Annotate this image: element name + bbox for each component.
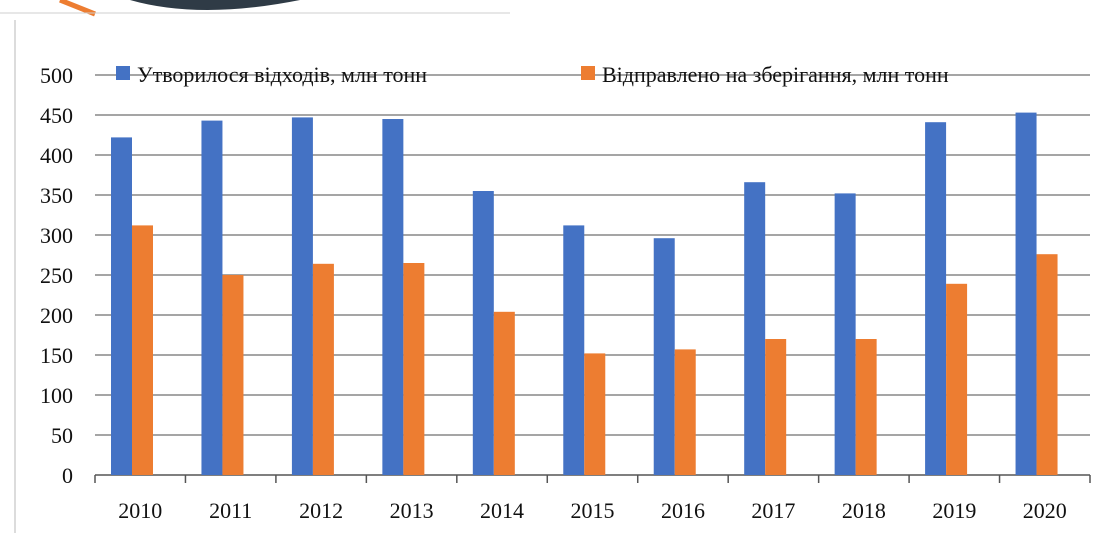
- y-tick-label: 200: [40, 303, 73, 328]
- bar-series-1-2017: [744, 182, 766, 475]
- bar-series-2-2012: [312, 263, 334, 475]
- legend: Утворилося відходів, млн тонн Відправлен…: [116, 62, 949, 87]
- x-tick-label: 2014: [480, 498, 524, 523]
- bar-series-2-2017: [765, 339, 787, 475]
- bar-series-2-2019: [946, 283, 968, 475]
- bar-series-2-2014: [493, 311, 515, 475]
- dark-arc-shape: [130, 0, 300, 10]
- y-tick-label: 400: [40, 143, 73, 168]
- x-tick-label: 2020: [1023, 498, 1067, 523]
- y-tick-label: 50: [51, 423, 73, 448]
- bar-series-2-2011: [222, 275, 244, 475]
- y-tick-label: 150: [40, 343, 73, 368]
- y-tick-label: 300: [40, 223, 73, 248]
- legend-label-series-1: Утворилося відходів, млн тонн: [137, 62, 427, 87]
- bar-series-1-2020: [1015, 112, 1037, 475]
- legend-swatch-series-2: [581, 66, 595, 80]
- bar-series-1-2011: [201, 120, 223, 475]
- y-tick-label: 0: [62, 463, 73, 488]
- y-tick-labels: 0 50 100 150 200 250 300 350 400 450 500: [40, 63, 73, 488]
- top-decoration: [0, 0, 510, 17]
- y-tick-label: 250: [40, 263, 73, 288]
- orange-swoosh-shape: [59, 0, 96, 17]
- x-tick-label: 2016: [661, 498, 705, 523]
- x-tick-labels: 2010 2011 2012 2013 2014 2015 2016 2017 2018 2019…: [118, 498, 1067, 523]
- bar-series-1-2014: [472, 191, 494, 475]
- y-tick-label: 350: [40, 183, 73, 208]
- x-tick-label: 2012: [299, 498, 343, 523]
- bar-series-1-2012: [291, 117, 313, 476]
- x-tick-label: 2018: [842, 498, 886, 523]
- legend-label-series-2: Відправлено на зберігання, млн тонн: [602, 62, 949, 87]
- x-tick-label: 2011: [209, 498, 252, 523]
- x-tick-label: 2010: [118, 498, 162, 523]
- bar-series-2-2016: [674, 349, 696, 475]
- bar-series-2-2020: [1036, 254, 1058, 475]
- x-tick-label: 2015: [571, 498, 615, 523]
- bars: [111, 112, 1058, 476]
- y-tick-label: 500: [40, 63, 73, 88]
- bar-series-1-2019: [925, 122, 947, 475]
- bar-series-2-2010: [132, 225, 153, 475]
- y-tick-label: 100: [40, 383, 73, 408]
- legend-swatch-series-1: [116, 66, 130, 80]
- bar-series-2-2013: [403, 263, 425, 475]
- y-tick-label: 450: [40, 103, 73, 128]
- bar-series-1-2016: [653, 238, 675, 475]
- bar-series-2-2015: [584, 353, 606, 475]
- bar-series-2-2018: [855, 339, 877, 475]
- x-tick-label: 2017: [751, 498, 795, 523]
- x-tick-label: 2013: [390, 498, 434, 523]
- bar-series-1-2018: [834, 193, 856, 475]
- x-tick-label: 2019: [932, 498, 976, 523]
- bar-series-1-2015: [563, 225, 585, 475]
- bar-series-1-2010: [111, 137, 132, 475]
- bar-series-1-2013: [382, 119, 404, 475]
